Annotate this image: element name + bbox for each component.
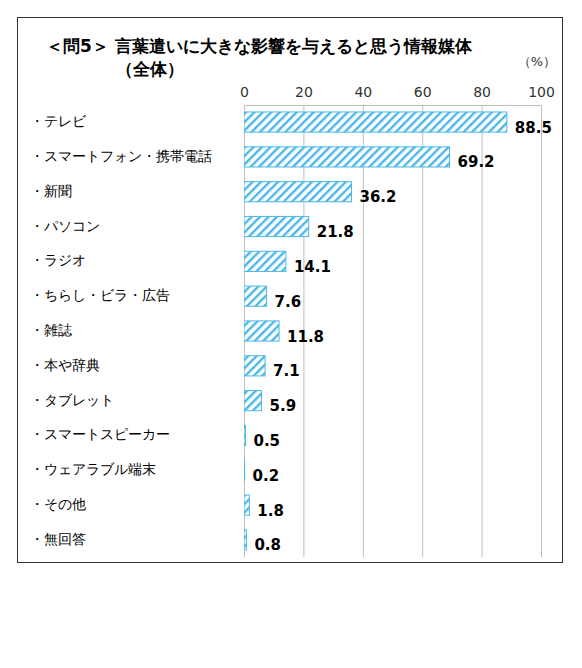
- chart: ＜問5＞ 言葉遣いに大きな影響を与えると思う情報媒体 （全体） （%） 0 20 40 60…: [0, 0, 582, 668]
- tick-label: 60: [414, 84, 432, 100]
- bar: [244, 425, 245, 445]
- bar: [244, 391, 262, 411]
- category-label: ・ウェアラブル端末: [30, 461, 156, 477]
- category-label: ・パソコン: [30, 218, 100, 234]
- grid-line: [422, 105, 423, 557]
- title: ＜問5＞ 言葉遣いに大きな影響を与えると思う情報媒体: [46, 36, 473, 56]
- data-label: 14.1: [294, 258, 331, 276]
- category-label: ・その他: [30, 496, 86, 512]
- tick: 100: [528, 84, 555, 557]
- data-labels: 88.5 69.2 36.2 21.8 14.1 7.6 11.8 7.1 5.9 0.5 0.2 1…: [253, 119, 552, 555]
- tick-label: 80: [473, 84, 491, 100]
- bar: [244, 356, 265, 376]
- subtitle: （全体）: [116, 59, 184, 79]
- category-label: ・ちらし・ビラ・広告: [30, 287, 170, 303]
- category-label: ・ラジオ: [30, 252, 86, 268]
- category-label: ・スマートフォン・携帯電話: [30, 148, 212, 164]
- tick-label: 40: [354, 84, 372, 100]
- category-label: ・新聞: [30, 183, 72, 199]
- data-label: 7.1: [273, 362, 300, 380]
- data-label: 0.5: [253, 432, 280, 450]
- data-label: 69.2: [458, 153, 495, 171]
- bars: [244, 112, 507, 550]
- tick-label: 100: [528, 84, 555, 100]
- axis-line: [245, 105, 542, 106]
- category-label: ・本や辞典: [30, 357, 100, 373]
- category-label: ・テレビ: [30, 113, 87, 129]
- bar: [244, 182, 352, 202]
- bar: [244, 112, 507, 132]
- bar: [244, 286, 267, 306]
- bar: [244, 460, 245, 480]
- data-label: 1.8: [257, 502, 284, 520]
- bar: [244, 251, 286, 271]
- bar: [244, 216, 309, 236]
- bar: [244, 495, 249, 515]
- category-label: ・タブレット: [30, 392, 114, 408]
- tick-label: 20: [295, 84, 313, 100]
- category-label: ・雑誌: [30, 322, 72, 338]
- data-label: 0.2: [253, 467, 280, 485]
- tick-label: 0: [240, 84, 249, 100]
- x-axis: 0 20 40 60 80 100: [240, 84, 555, 557]
- data-label: 7.6: [275, 293, 302, 311]
- bar: [244, 321, 279, 341]
- bar: [244, 147, 450, 167]
- data-label: 0.8: [254, 536, 281, 554]
- grid-line: [482, 105, 483, 557]
- data-label: 88.5: [515, 119, 552, 137]
- grid-line: [363, 105, 364, 557]
- category-labels: ・テレビ・スマートフォン・携帯電話・新聞・パソコン・ラジオ・ちらし・ビラ・広告・…: [30, 113, 212, 547]
- data-label: 36.2: [360, 188, 397, 206]
- frame: [18, 18, 563, 563]
- axis-unit: （%）: [518, 54, 556, 69]
- grid-line: [541, 105, 542, 557]
- data-label: 11.8: [287, 328, 324, 346]
- bar: [244, 530, 246, 550]
- category-label: ・スマートスピーカー: [30, 426, 170, 442]
- category-label: ・無回答: [30, 531, 86, 547]
- data-label: 5.9: [270, 397, 297, 415]
- data-label: 21.8: [317, 223, 354, 241]
